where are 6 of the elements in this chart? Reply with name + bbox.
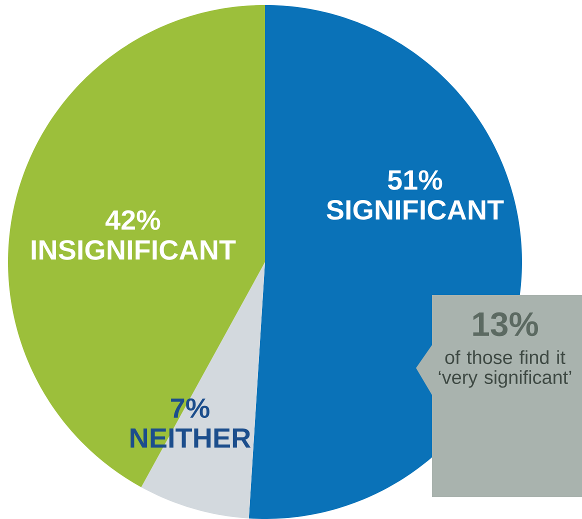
slice-label: SIGNIFICANT: [326, 200, 504, 220]
text: of those find it ‘very significant’: [438, 350, 572, 388]
data-label: 42%: [106, 210, 160, 230]
text: 13%: [473, 312, 538, 336]
slice-label: INSIGNIFICANT: [32, 240, 236, 260]
data-label: 51%: [388, 170, 442, 190]
